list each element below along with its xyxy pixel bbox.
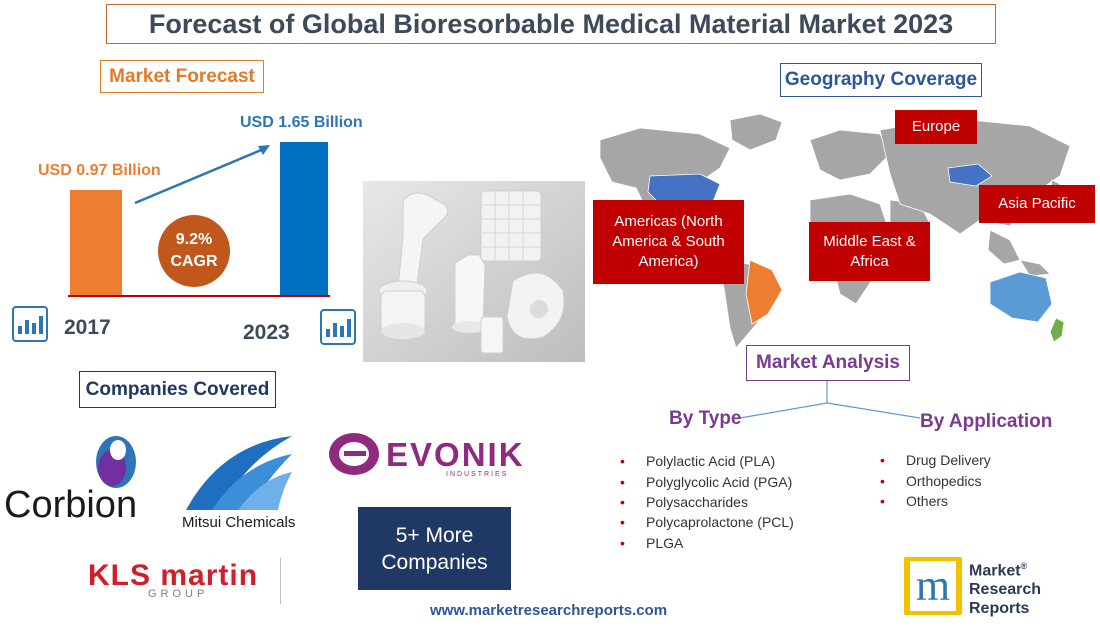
footer-url[interactable]: www.marketresearchreports.com [430,602,668,619]
bar-2023 [280,142,328,296]
list-item: • Orthopedics [880,472,982,489]
cagr-label: CAGR [170,253,218,270]
kls-martin-logo-text: KLS martin [88,559,259,592]
list-item: • Drug Delivery [880,452,991,469]
region-asia-pacific: Asia Pacific [979,185,1095,223]
corbion-logo-mark [96,436,136,488]
list-item: • Polyglycolic Acid (PGA) [620,473,793,490]
year-2017: 2017 [64,316,111,339]
bar-chart-icon [12,306,48,342]
evonik-logo-mark [329,433,379,475]
divider [280,558,281,604]
product-photo [363,181,585,362]
region-europe: Europe [895,110,977,144]
corbion-logo-text: Corbion [4,484,138,526]
list-item: • Polycaprolactone (PCL) [620,514,794,531]
list-item: • Polylactic Acid (PLA) [620,453,776,470]
by-application-list: • Drug Delivery • Orthopedics • Others [880,450,991,511]
bar-chart-icon [320,309,356,345]
chart-baseline [68,295,330,297]
analysis-connector [739,381,921,419]
kls-martin-logo-subtext: GROUP [148,588,209,600]
geography-heading: Geography Coverage [780,63,982,97]
brand-logo-mark: m [904,557,962,615]
value-2017-label: USD 0.97 Billion [38,162,161,179]
evonik-logo-subtext: INDUSTRIES [446,471,509,478]
list-item: • Polysaccharides [620,493,748,510]
page-title: Forecast of Global Bioresorbable Medical… [106,4,996,44]
region-americas: Americas (North America & South America) [593,200,744,284]
list-item: • PLGA [620,534,684,551]
by-application-heading: By Application [920,411,1053,432]
cagr-value: 9.2% [175,231,213,248]
mitsui-logo-text: Mitsui Chemicals [182,514,296,531]
year-2023: 2023 [243,321,290,344]
brand-logo-letter: m [910,561,956,611]
world-map [599,113,1071,349]
by-type-list: • Polylactic Acid (PLA) • Polyglycolic Aci… [620,451,794,553]
by-type-heading: By Type [669,408,742,429]
cagr-badge: 9.2% CAGR [158,215,230,287]
list-item: • Others [880,492,949,509]
market-analysis-heading: Market Analysis [746,345,910,381]
market-forecast-heading: Market Forecast [100,60,264,93]
evonik-logo-text: EVONIK [386,436,525,473]
more-companies-box: 5+ More Companies [358,507,511,590]
growth-arrow [134,145,270,205]
brand-logo-text: Market® Research Reports [969,561,1042,618]
mitsui-logo-mark [186,436,292,510]
value-2023-label: USD 1.65 Billion [240,114,363,131]
bar-2017 [70,190,122,296]
region-middle-east-africa: Middle East & Africa [809,222,930,281]
companies-heading: Companies Covered [79,371,276,408]
